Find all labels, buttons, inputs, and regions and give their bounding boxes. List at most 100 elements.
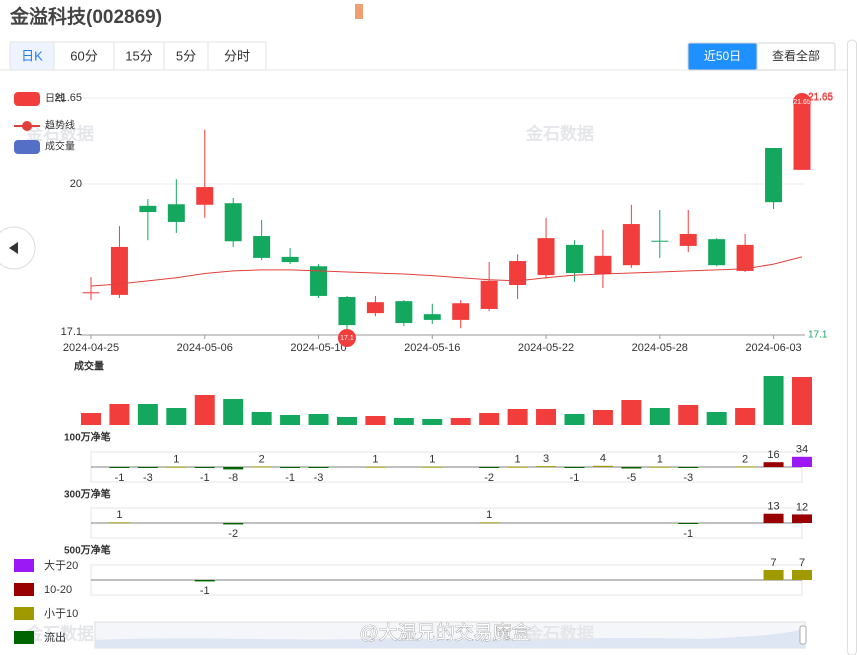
candle-body (480, 280, 498, 309)
tab-label: 15分 (125, 48, 152, 63)
volume-bar (792, 377, 812, 425)
net-bar (251, 466, 272, 468)
panel-title: 100万净笔 (64, 431, 111, 444)
net-label: 7 (770, 557, 776, 569)
net-bar (194, 580, 215, 582)
net-label: -3 (683, 472, 693, 484)
candle-body (651, 240, 669, 242)
candle-body (224, 203, 242, 242)
range-button-label: 查看全部 (772, 48, 820, 63)
min-axis-label: 17.1 (808, 330, 828, 341)
legend-swatch[interactable] (14, 583, 34, 596)
navigator-handle[interactable] (799, 625, 807, 645)
volume-bar (763, 376, 784, 425)
tab[interactable] (207, 41, 267, 71)
net-label: 4 (600, 453, 606, 465)
net-bar (792, 570, 812, 580)
candle-body (509, 261, 527, 285)
candle-body (366, 302, 384, 314)
legend-label: 趋势线 (45, 119, 75, 132)
volume-bar (536, 409, 557, 425)
net-bar (735, 466, 756, 468)
net-label: 7 (799, 557, 805, 569)
net-bar (194, 467, 215, 468)
legend-swatch[interactable] (14, 92, 40, 106)
watermark: 金石数据 (525, 623, 594, 643)
candle-body (565, 244, 583, 274)
candle-body (281, 256, 299, 263)
net-label: 1 (657, 454, 663, 466)
candle-body (338, 296, 356, 326)
max-marker (793, 93, 811, 111)
net-label: 1 (429, 454, 435, 466)
net-bar (422, 466, 443, 468)
candle-body (423, 314, 441, 320)
net-label: 3 (543, 453, 549, 465)
net-label: -1 (200, 472, 210, 484)
net-label: 34 (796, 444, 808, 456)
candle-body (82, 292, 100, 294)
trend-line (90, 256, 803, 287)
min-marker (337, 329, 356, 347)
net-bar (365, 466, 386, 468)
net-bar (536, 466, 557, 468)
legend-swatch[interactable] (14, 559, 34, 572)
net-bar (223, 523, 244, 525)
tab-label: 5分 (176, 48, 196, 63)
net-label: -5 (626, 472, 636, 484)
net-label: -2 (484, 472, 494, 484)
net-bar (592, 465, 613, 467)
net-bar (621, 467, 642, 469)
net-label: 12 (796, 501, 808, 513)
volume-bar (336, 417, 357, 425)
net-label: 16 (767, 449, 779, 461)
tab[interactable] (163, 41, 209, 71)
net-bar (308, 467, 329, 468)
y-tick-label: 17.1 (61, 326, 82, 338)
volume-bar (365, 416, 386, 425)
badge (355, 4, 363, 19)
net-bar (678, 523, 699, 524)
net-label: -1 (285, 472, 295, 484)
net-label: -3 (314, 472, 324, 484)
volume-bar (166, 408, 187, 425)
net-label: 1 (116, 509, 122, 521)
net-label: -1 (683, 528, 693, 540)
legend-label: 日线 (45, 92, 65, 105)
net-label: -1 (570, 472, 580, 484)
candle-body (765, 148, 783, 203)
net-bar (223, 467, 244, 470)
volume-bar (308, 414, 329, 425)
y-tick-label: 21.65 (54, 92, 82, 104)
legend-swatch[interactable] (14, 140, 40, 154)
volume-bar (137, 404, 158, 425)
net-label: -8 (228, 472, 238, 484)
legend-label: 成交量 (45, 140, 75, 153)
range-button[interactable] (756, 42, 836, 71)
max-label: 21.65 (808, 92, 833, 103)
x-tick-label: 2024-05-06 (177, 342, 233, 354)
net-label: 2 (259, 453, 265, 465)
net-bar (564, 467, 585, 468)
watermark: 金石数据 (525, 123, 594, 143)
legend-swatch[interactable] (14, 607, 34, 620)
net-bar (109, 467, 130, 468)
watermark: 金石数据 (25, 623, 94, 643)
panel-title: 300万净笔 (64, 488, 111, 501)
volume-bar (592, 410, 613, 425)
volume-bar (479, 413, 500, 425)
candle-body (139, 205, 157, 213)
tab[interactable] (53, 41, 115, 71)
x-tick-label: 2024-04-25 (63, 342, 119, 354)
legend-swatch[interactable] (14, 631, 34, 644)
arrow-icon (9, 242, 18, 254)
net-bar (649, 466, 670, 468)
candle-body (253, 236, 271, 258)
candle-body (196, 187, 214, 205)
volume-bar (393, 418, 414, 425)
navigator-area (95, 628, 805, 648)
tab[interactable] (9, 41, 55, 71)
tab[interactable] (113, 41, 165, 71)
net-bar (763, 462, 784, 467)
